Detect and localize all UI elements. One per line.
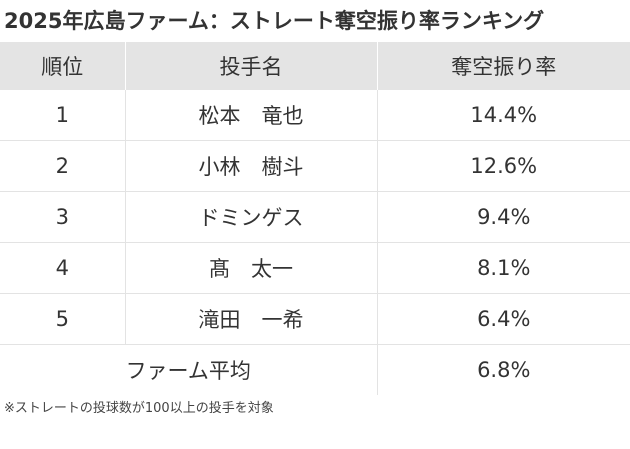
footnote: ※ストレートの投球数が100以上の投手を対象 — [4, 401, 274, 416]
average-row: ファーム平均 6.8% — [0, 344, 630, 395]
table-row: 5 滝田 一希 6.4% — [0, 293, 630, 345]
rank-cell: 1 — [0, 90, 126, 141]
table-header-row: 順位 投手名 奪空振り率 — [0, 42, 630, 90]
header-player: 投手名 — [125, 42, 378, 90]
average-rate: 6.8% — [477, 358, 531, 382]
player-cell: 小林 樹斗 — [125, 140, 378, 192]
player-cell: 滝田 一希 — [125, 293, 378, 345]
rate-cell: 9.4% — [377, 191, 630, 243]
table-row: 3 ドミンゲス 9.4% — [0, 191, 630, 243]
average-label: ファーム平均 — [0, 344, 378, 395]
rate-cell: 14.4% — [377, 90, 630, 141]
rank-cell: 2 — [0, 140, 126, 192]
player-cell: 松本 竜也 — [125, 90, 378, 141]
rate-cell: 12.6% — [377, 140, 630, 192]
header-rate: 奪空振り率 — [377, 42, 630, 90]
page-title: 2025年広島ファーム：ストレート奪空振り率ランキング — [4, 9, 545, 33]
header-rank: 順位 — [0, 42, 126, 90]
player-cell: ドミンゲス — [125, 191, 378, 243]
table-row: 4 髙 太一 8.1% — [0, 242, 630, 294]
rank-cell: 5 — [0, 293, 126, 345]
rank-cell: 4 — [0, 242, 126, 294]
rate-cell: 8.1% — [377, 242, 630, 294]
ranking-table: 順位 投手名 奪空振り率 1 松本 竜也 14.4% 2 小林 樹斗 12.6%… — [0, 42, 630, 395]
player-cell: 髙 太一 — [125, 242, 378, 294]
table-row: 1 松本 竜也 14.4% — [0, 90, 630, 141]
rate-cell: 6.4% — [377, 293, 630, 345]
table-row: 2 小林 樹斗 12.6% — [0, 140, 630, 192]
rank-cell: 3 — [0, 191, 126, 243]
